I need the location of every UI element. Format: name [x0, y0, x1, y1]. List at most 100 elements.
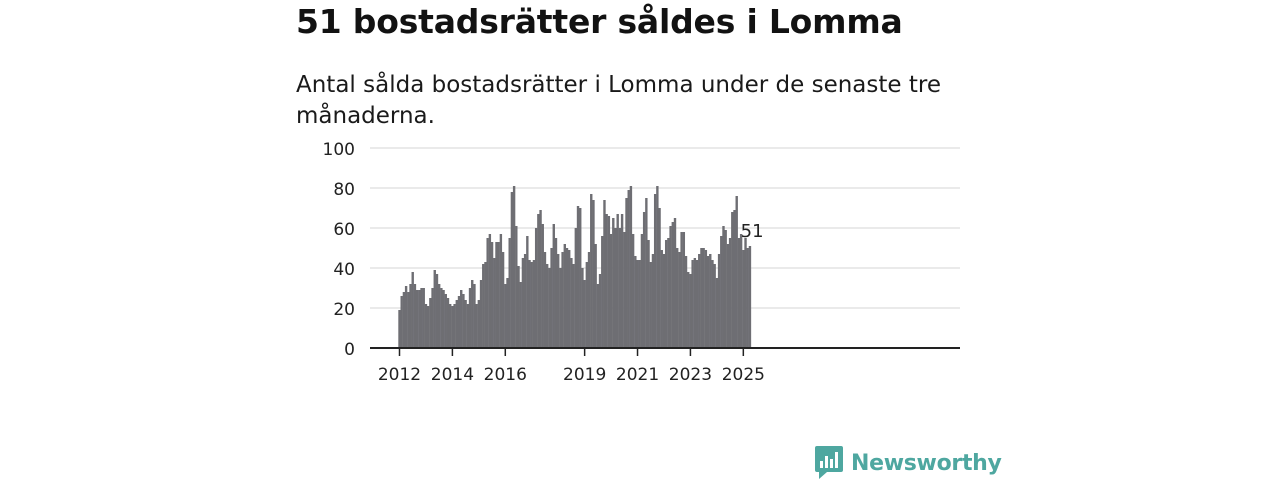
bar [552, 224, 555, 348]
bar [499, 234, 503, 348]
bar [748, 246, 752, 348]
bar [709, 254, 712, 348]
bar [612, 218, 615, 348]
bar [724, 230, 727, 348]
bars [398, 186, 752, 348]
bar [431, 288, 434, 348]
bar [537, 214, 540, 348]
bar [550, 248, 553, 348]
bar [545, 264, 549, 348]
bar [411, 272, 414, 348]
annotations: 51 [741, 221, 764, 242]
bar [464, 300, 467, 348]
bar [572, 264, 575, 348]
x-tick-label: 2023 [669, 365, 712, 385]
bar [596, 284, 600, 348]
bar [457, 296, 461, 348]
bar [512, 186, 516, 348]
bar [693, 258, 697, 348]
bar [700, 248, 703, 348]
bar [680, 232, 683, 348]
bar [744, 238, 747, 348]
bar [704, 250, 708, 348]
y-tick-label: 20 [333, 300, 355, 320]
bar [623, 232, 626, 348]
bar [424, 304, 428, 348]
bar [592, 200, 595, 348]
bar [658, 208, 661, 348]
bar [444, 294, 447, 348]
bar [662, 254, 666, 348]
x-tick-label: 2025 [722, 365, 765, 385]
bar [455, 300, 458, 348]
bar [398, 310, 401, 348]
bar [426, 306, 430, 348]
bar [731, 212, 734, 348]
bar [404, 286, 408, 348]
bar [422, 288, 425, 348]
bar [717, 254, 721, 348]
bar [420, 288, 423, 348]
bar [642, 212, 646, 348]
bar [484, 262, 487, 348]
bar [695, 260, 699, 348]
bar [629, 186, 633, 348]
x-axis-ticks: 2012 2014 2016 2019 2021 2023 2025 [378, 348, 765, 385]
bar [548, 268, 551, 348]
bar [473, 284, 476, 348]
bar [497, 242, 500, 348]
bar [634, 256, 637, 348]
bar [418, 290, 421, 348]
bar [636, 260, 639, 348]
bar [620, 214, 624, 348]
bar [746, 248, 749, 348]
bar [739, 234, 743, 348]
bar [409, 284, 412, 348]
bar [715, 278, 719, 348]
bar [510, 192, 514, 348]
bar [689, 274, 692, 348]
bar [691, 260, 694, 348]
bar [726, 244, 730, 348]
bar [598, 274, 602, 348]
bar [530, 262, 533, 348]
x-tick-label: 2016 [484, 365, 527, 385]
bar [501, 252, 505, 348]
bar [706, 256, 710, 348]
bar [631, 234, 635, 348]
bar [563, 244, 566, 348]
bar [656, 186, 659, 348]
bar [601, 236, 604, 348]
bar [488, 234, 492, 348]
bar [451, 306, 454, 348]
bar [645, 198, 648, 348]
bar [667, 238, 670, 348]
y-axis-tick-labels: 0 20 40 60 80 100 [323, 140, 355, 360]
bar [627, 190, 630, 348]
bar [671, 222, 674, 348]
bar [728, 238, 732, 348]
bar [482, 264, 485, 348]
bar [506, 278, 509, 348]
bar [565, 248, 569, 348]
y-tick-label: 40 [333, 260, 355, 280]
bar [640, 234, 644, 348]
bar [539, 210, 542, 348]
bar [468, 288, 472, 348]
bar [554, 238, 558, 348]
bar [490, 242, 494, 348]
bar [605, 214, 608, 348]
bar [594, 244, 597, 348]
bar [614, 228, 617, 348]
y-tick-label: 100 [323, 140, 355, 160]
bar [433, 270, 436, 348]
bar [477, 300, 481, 348]
bar [471, 280, 474, 348]
bar [664, 240, 668, 348]
bar [583, 280, 586, 348]
bar [448, 304, 452, 348]
bar [733, 210, 736, 348]
bar [440, 288, 443, 348]
bar [543, 252, 547, 348]
y-tick-label: 0 [344, 340, 355, 360]
